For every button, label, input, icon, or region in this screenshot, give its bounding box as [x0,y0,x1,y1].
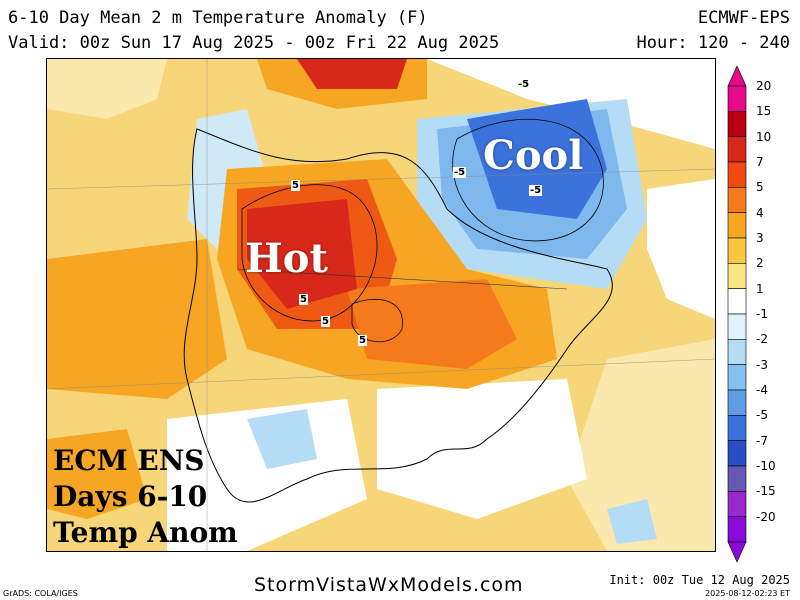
legend-swatch [727,212,747,239]
anomaly-field [47,59,715,551]
legend-swatch [727,237,747,264]
legend-label: -2 [756,332,768,347]
legend-label: 1 [756,281,764,296]
contour-label: -5 [517,79,531,90]
info-line: Temp Anom [53,516,238,549]
anomaly-map: 5 5 5 5 -5 -5 -5 Hot Cool ECM ENS Days 6… [46,58,716,552]
cool-zone [467,99,607,219]
legend-swatch [727,288,747,315]
valid-period: Valid: 00z Sun 17 Aug 2025 - 00z Fri 22 … [8,33,500,53]
legend-swatch [727,364,747,391]
legend-label: 2 [756,256,764,271]
info-line: ECM ENS [53,444,205,477]
legend-swatch [727,440,747,467]
legend-label: -3 [756,357,768,372]
warm-zone [47,239,227,399]
legend-label: -1 [756,307,768,321]
model-name: ECMWF-EPS [697,8,790,28]
legend-label: -4 [756,383,768,397]
legend-label: 10 [756,129,772,144]
color-legend [727,65,747,563]
legend-swatch [727,85,747,112]
legend-label: 7 [756,155,764,169]
legend-swatch [727,161,747,188]
cool-label: Cool [483,132,584,179]
legend-label: 15 [756,104,772,119]
legend-swatch [727,389,747,416]
legend-swatch [727,263,747,289]
legend-swatch [727,187,747,213]
init-time: Init: 00z Tue 12 Aug 2025 [609,573,790,587]
legend-arrow-top [727,65,747,87]
warm-zone [47,429,147,519]
grid-line [47,168,715,190]
contour-label: -5 [453,167,467,178]
contour-line [452,118,604,242]
legend-swatch [727,313,747,340]
contour-line [241,184,378,322]
legend-label: -5 [756,408,768,423]
contour-label: -5 [529,185,543,196]
border-line [236,268,568,290]
info-line: Days 6-10 [53,480,208,513]
cool-zone [607,499,657,544]
grads-credit: GrADS: COLA/IGES [3,589,78,598]
legend-label: 3 [756,231,764,245]
legend-swatch [727,415,747,441]
coastline [183,128,613,503]
hot-zone [347,279,517,369]
generated-time: 2025-08-12-02:23 ET [705,589,790,598]
legend-swatch [727,516,747,543]
forecast-hours: Hour: 120 - 240 [636,33,790,53]
legend-arrow-bottom [727,541,747,563]
map-title: 6-10 Day Mean 2 m Temperature Anomaly (F… [8,8,428,28]
neutral-zone [377,379,587,519]
neutral-zone [167,399,367,551]
legend-swatch [727,339,747,365]
hot-label: Hot [245,235,328,282]
cool-zone [247,409,317,469]
legend-label: 4 [756,205,764,220]
grid-line [47,358,715,390]
legend-label: 5 [756,180,764,195]
contour-label: 5 [321,316,330,327]
legend-swatch [727,136,747,163]
hot-zone [247,199,357,309]
neutral-zone [47,59,167,119]
legend-label: -7 [756,433,768,448]
neutral-zone [647,179,715,319]
legend-swatch [727,465,747,492]
legend-swatch [727,491,747,517]
legend-label: -15 [756,484,776,499]
contour-label: 5 [299,294,308,305]
contour-label: 5 [358,335,367,346]
hot-zone [297,59,407,89]
neutral-zone [567,339,715,551]
legend-label: -20 [756,509,776,524]
legend-label: -10 [756,459,776,473]
contour-label: 5 [291,180,300,191]
legend-label: 20 [756,79,772,93]
legend-swatch [727,111,747,137]
site-name: StormVistaWxModels.com [254,574,524,596]
